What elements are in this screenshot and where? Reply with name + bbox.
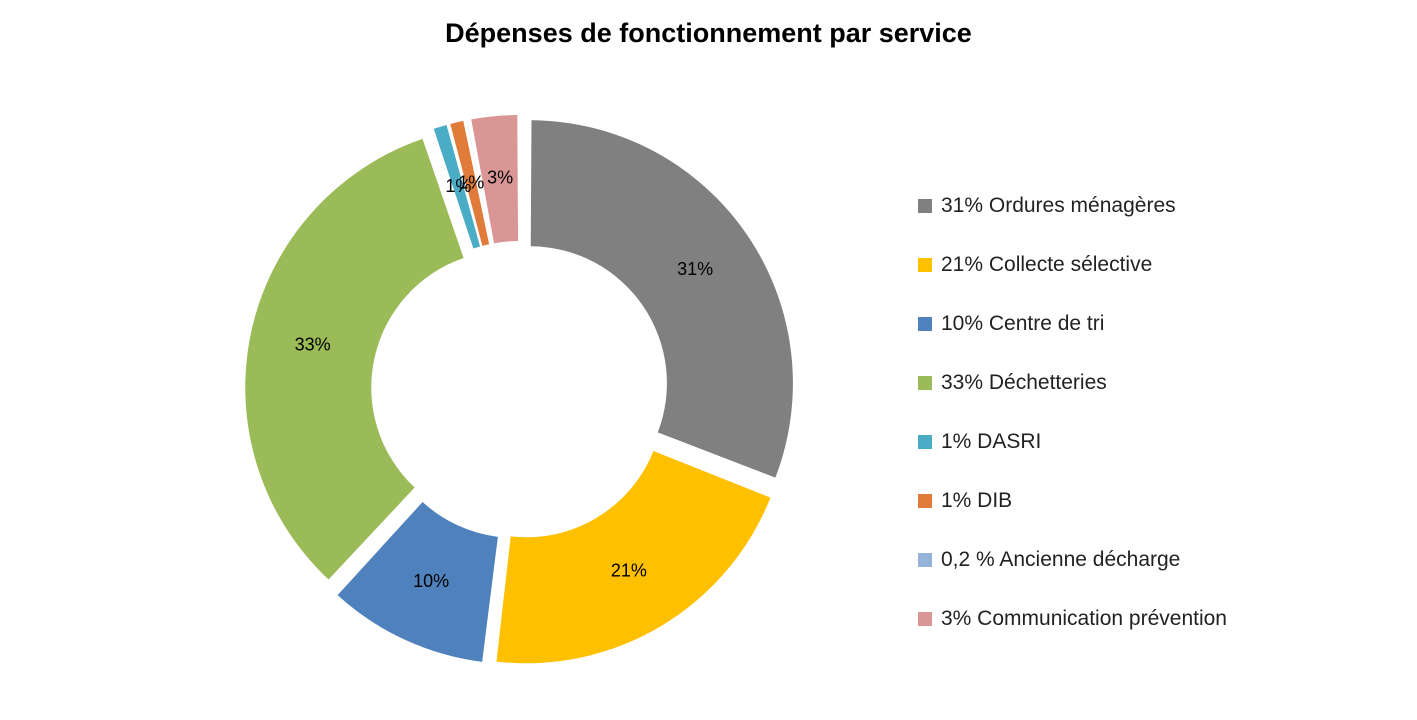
slice-0-2-ancienne-decharge (466, 120, 492, 244)
legend-swatch (918, 552, 932, 567)
slice-label-1-dib: 1% (458, 172, 484, 192)
chart-title: Dépenses de fonctionnement par service (445, 18, 972, 48)
legend-item-31-ordures-menageres: 31% Ordures ménagères (918, 176, 1227, 235)
donut-slices (245, 115, 793, 664)
legend-label: 33% Déchetteries (941, 370, 1107, 394)
slice-1-dib (450, 120, 490, 246)
legend-swatch (918, 316, 932, 331)
legend-label: 31% Ordures ménagères (941, 193, 1176, 217)
legend-label: 3% Communication prévention (941, 606, 1227, 630)
slice-1-dasri (433, 125, 481, 249)
slice-21-collecte-selective (496, 450, 771, 664)
legend-swatch (918, 434, 932, 449)
legend-label: 10% Centre de tri (941, 311, 1105, 335)
legend-swatch (918, 611, 932, 626)
legend-item-1-dasri: 1% DASRI (918, 412, 1227, 471)
slice-33-dechetteries (245, 138, 464, 580)
slice-label-1-dasri: 1% (445, 176, 471, 196)
legend-item-0-2-ancienne-decharge: 0,2 % Ancienne décharge (918, 530, 1227, 589)
legend-label: 21% Collecte sélective (941, 252, 1153, 276)
slice-label-33-dechetteries: 33% (295, 335, 331, 355)
slice-label-31-ordures-menageres: 31% (677, 259, 713, 279)
legend-swatch (918, 375, 932, 390)
slice-label-10-centre-de-tri: 10% (413, 571, 449, 591)
legend-item-3-communication-prevention: 3% Communication prévention (918, 589, 1227, 648)
legend-item-1-dib: 1% DIB (918, 471, 1227, 530)
legend-swatch (918, 257, 932, 272)
legend-swatch (918, 198, 932, 213)
slice-3-communication-prevention (471, 115, 519, 244)
slice-label-21-collecte-selective: 21% (611, 561, 647, 581)
slice-10-centre-de-tri (337, 502, 498, 662)
legend-item-21-collecte-selective: 21% Collecte sélective (918, 235, 1227, 294)
legend-label: 1% DIB (941, 488, 1013, 512)
donut-labels: 31%21%10%33%1%1% 3% (295, 168, 713, 592)
slice-label-3-communication-prevention: 3% (487, 168, 513, 188)
legend: 31% Ordures ménagères 21% Collecte sélect… (918, 176, 1227, 648)
legend-label: 1% DASRI (941, 429, 1042, 453)
slice-31-ordures-menageres (530, 120, 793, 478)
legend-item-10-centre-de-tri: 10% Centre de tri (918, 294, 1227, 353)
legend-swatch (918, 493, 932, 508)
legend-item-33-dechetteries: 33% Déchetteries (918, 353, 1227, 412)
legend-label: 0,2 % Ancienne décharge (941, 547, 1181, 571)
